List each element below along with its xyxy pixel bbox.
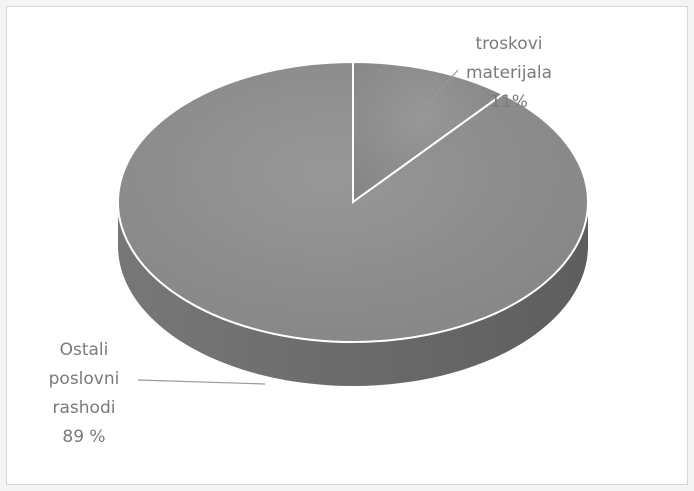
pie-side-wall (118, 202, 588, 386)
leader-line-troskovi-materijala (424, 69, 459, 107)
leader-line-ostali-poslovni-rashodi (137, 379, 266, 385)
label-line: troskovi (476, 34, 543, 54)
label-line: materijala (466, 63, 552, 83)
label-line: Ostali (60, 340, 109, 360)
label-line: 11% (490, 92, 528, 112)
label-line: rashodi (53, 398, 116, 418)
data-label-ostali-poslovni-rashodi: Ostali poslovni rashodi 89 % (49, 340, 120, 447)
data-label-troskovi-materijala: troskovi materijala 11% (466, 34, 552, 112)
pie-slice-troskovi-materijala (352, 60, 505, 204)
pie-slice-ostali-poslovni-rashodi (117, 60, 589, 343)
label-line: 89 % (62, 427, 105, 447)
label-line: poslovni (49, 369, 120, 389)
